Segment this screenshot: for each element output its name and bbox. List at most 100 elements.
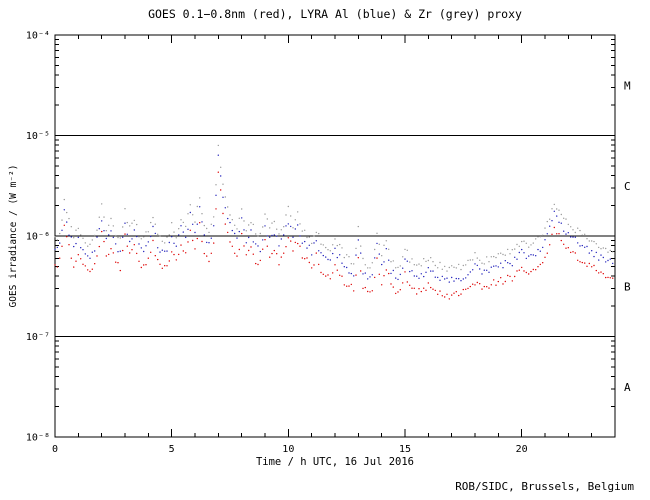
data-dot	[206, 255, 208, 257]
data-dot	[234, 224, 236, 226]
data-dot	[357, 257, 359, 259]
data-dot	[236, 255, 238, 257]
data-dot	[294, 228, 296, 230]
data-dot	[159, 251, 161, 253]
data-dot	[383, 275, 385, 277]
data-dot	[502, 267, 504, 269]
data-dot	[238, 217, 240, 219]
data-dot	[285, 246, 287, 248]
data-dot	[87, 245, 89, 247]
data-dot	[437, 276, 439, 279]
data-dot	[215, 194, 217, 196]
data-dot	[418, 263, 420, 265]
data-dot	[138, 243, 140, 245]
data-dot	[567, 247, 569, 249]
data-dot	[271, 234, 273, 237]
data-dot	[504, 280, 506, 283]
data-dot	[145, 245, 147, 247]
data-dot	[509, 275, 511, 278]
data-dot	[570, 236, 572, 238]
data-dot	[161, 240, 163, 242]
data-dot	[217, 144, 219, 147]
data-dot	[234, 232, 236, 235]
data-dot	[208, 242, 210, 244]
data-dot	[140, 266, 142, 269]
data-dot	[362, 257, 364, 260]
data-dot	[560, 213, 562, 216]
data-dot	[350, 283, 352, 286]
data-dot	[341, 247, 343, 249]
data-dot	[294, 241, 296, 244]
data-dot	[448, 281, 450, 283]
data-dot	[166, 236, 168, 238]
data-dot	[432, 261, 434, 263]
data-dot	[402, 267, 404, 269]
data-dot	[173, 253, 175, 256]
data-dot	[180, 244, 182, 246]
data-dot	[409, 270, 411, 273]
data-dot	[119, 237, 122, 239]
data-dot	[115, 261, 117, 263]
data-dot	[68, 244, 70, 246]
data-dot	[546, 233, 548, 235]
data-dot	[131, 249, 133, 251]
data-dot	[390, 283, 392, 285]
data-dot	[579, 245, 581, 247]
data-dot	[406, 281, 408, 283]
data-dot	[598, 259, 600, 261]
data-dot	[446, 293, 448, 295]
data-dot	[350, 263, 352, 265]
data-dot	[523, 252, 525, 254]
data-dot	[77, 254, 80, 256]
data-dot	[280, 256, 282, 258]
data-dot	[229, 221, 231, 224]
data-dot	[357, 225, 359, 228]
data-dot	[602, 256, 604, 259]
data-dot	[439, 261, 441, 264]
data-dot	[451, 276, 453, 279]
data-dot	[367, 267, 369, 269]
data-dot	[285, 225, 287, 227]
data-dot	[259, 259, 261, 262]
data-dot	[161, 249, 163, 251]
data-dot	[136, 223, 138, 226]
data-dot	[269, 227, 271, 229]
data-dot	[98, 245, 101, 248]
data-dot	[598, 272, 600, 274]
data-dot	[511, 249, 513, 251]
data-dot	[311, 254, 313, 256]
flare-class-label-A: A	[624, 381, 631, 394]
data-dot	[122, 236, 124, 238]
data-dot	[570, 251, 572, 254]
data-dot	[143, 264, 145, 266]
data-dot	[572, 229, 574, 231]
data-dot	[329, 278, 331, 280]
data-dot	[336, 256, 338, 259]
data-dot	[150, 221, 152, 224]
data-dot	[427, 282, 429, 284]
data-dot	[94, 234, 96, 237]
data-dot	[581, 261, 583, 264]
data-dot	[479, 259, 481, 261]
data-dot	[245, 242, 247, 244]
data-dot	[339, 254, 341, 256]
data-dot	[278, 233, 280, 235]
data-dot	[290, 215, 292, 217]
data-dot	[266, 218, 268, 220]
y-axis-label: GOES irradiance / (W m⁻²)	[8, 165, 19, 308]
data-dot	[241, 232, 243, 235]
x-tick-label: 15	[399, 444, 411, 455]
data-dot	[98, 228, 101, 230]
data-dot	[54, 264, 56, 266]
data-dot	[108, 234, 110, 236]
data-dot	[75, 242, 77, 245]
data-dot	[217, 171, 219, 173]
data-dot	[530, 270, 532, 273]
data-dot	[346, 285, 348, 287]
data-dot	[581, 244, 583, 247]
data-dot	[196, 205, 198, 208]
data-dot	[66, 236, 68, 238]
data-dot	[59, 232, 61, 235]
data-dot	[287, 223, 289, 225]
data-dot	[215, 208, 217, 210]
